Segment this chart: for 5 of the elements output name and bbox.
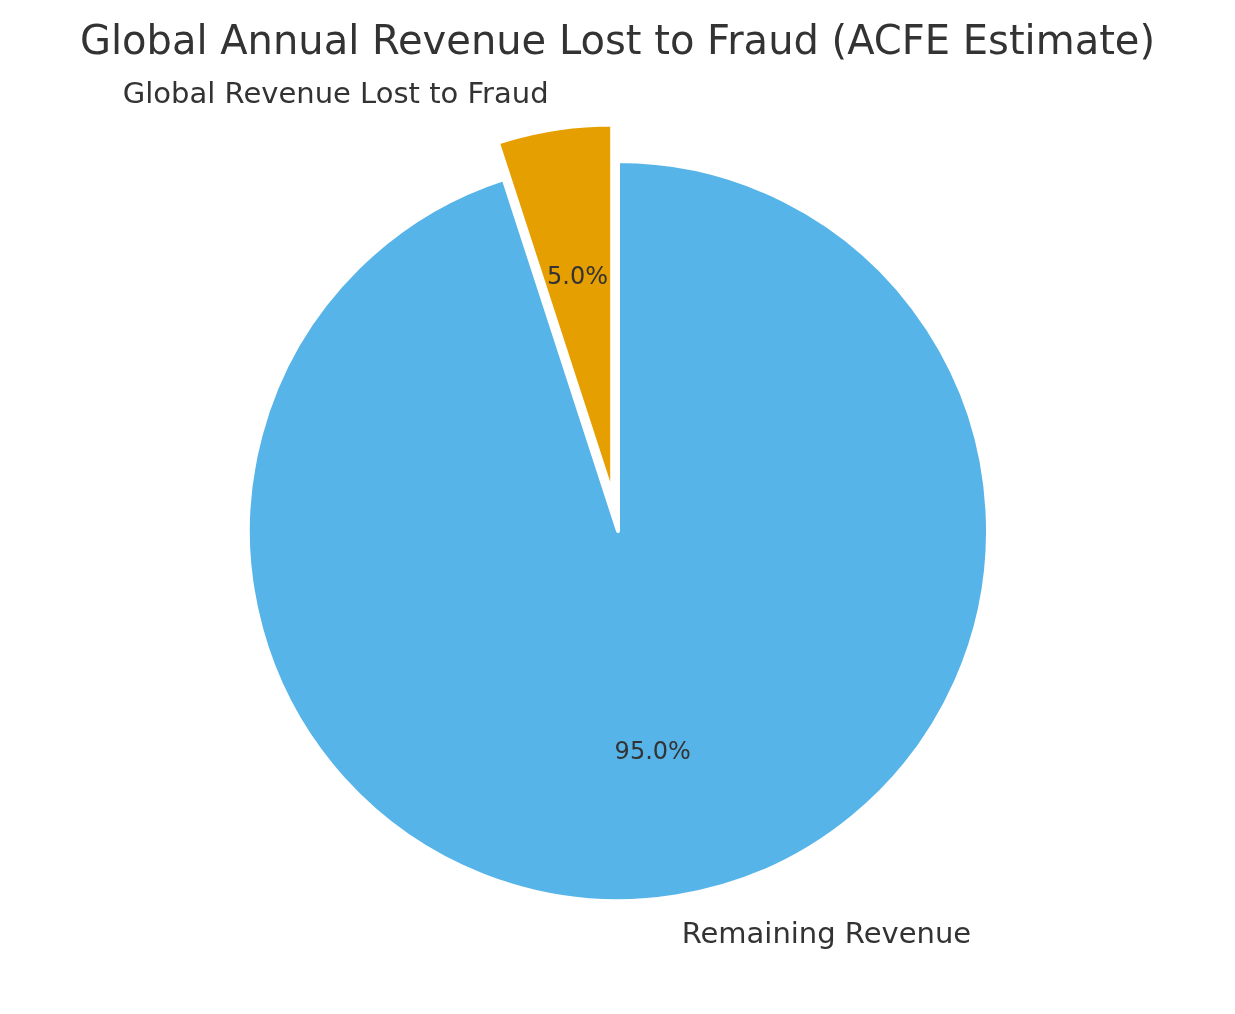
data-label: 5.0% [546,261,608,290]
chart-title: Global Annual Revenue Lost to Fraud (ACFE Estimate) [79,17,1156,63]
slice-label: Global Revenue Lost to Fraud [122,75,549,110]
data-label: 95.0% [614,736,691,765]
slice-label: Remaining Revenue [681,916,972,951]
